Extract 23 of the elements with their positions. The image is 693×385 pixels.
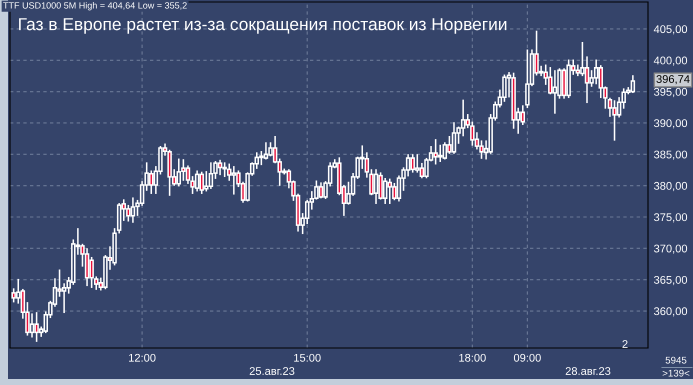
y-tick-label: 405,00 bbox=[654, 25, 688, 34]
y-tick-label: 395,00 bbox=[654, 88, 688, 98]
text: 25.авг.23 bbox=[250, 367, 294, 375]
text: Газ в Европе растет из-за сокращения поставок из Норвегии bbox=[19, 18, 506, 34]
y-tick-label: 390,00 bbox=[654, 119, 688, 128]
text: >139< bbox=[662, 370, 690, 377]
text: 396,74 bbox=[656, 75, 690, 84]
annotation: 2 bbox=[622, 340, 628, 348]
y-tick-label: 380,00 bbox=[654, 182, 688, 192]
x-tick-label: 12:00 bbox=[129, 354, 156, 362]
x-tick-label: 15:00 bbox=[294, 354, 321, 362]
text: 28.авг.23 bbox=[566, 367, 610, 375]
y-tick-label: 365,00 bbox=[654, 276, 688, 286]
y-tick-label: 400,00 bbox=[654, 56, 688, 66]
candlestick bbox=[525, 50, 530, 108]
y-tick-label: 360,00 bbox=[654, 307, 688, 316]
y-tick-label: 375,00 bbox=[654, 213, 688, 222]
x-tick-label: 09:00 bbox=[514, 354, 541, 362]
x-tick-label: 18:00 bbox=[459, 354, 486, 362]
chart-subtitle: TTF USD1000 5M High = 404,64 Low = 355,2 bbox=[3, 2, 187, 10]
y-tick-label: 385,00 bbox=[654, 150, 688, 160]
text: 5945 bbox=[666, 356, 686, 364]
y-tick-label: 370,00 bbox=[654, 244, 688, 254]
